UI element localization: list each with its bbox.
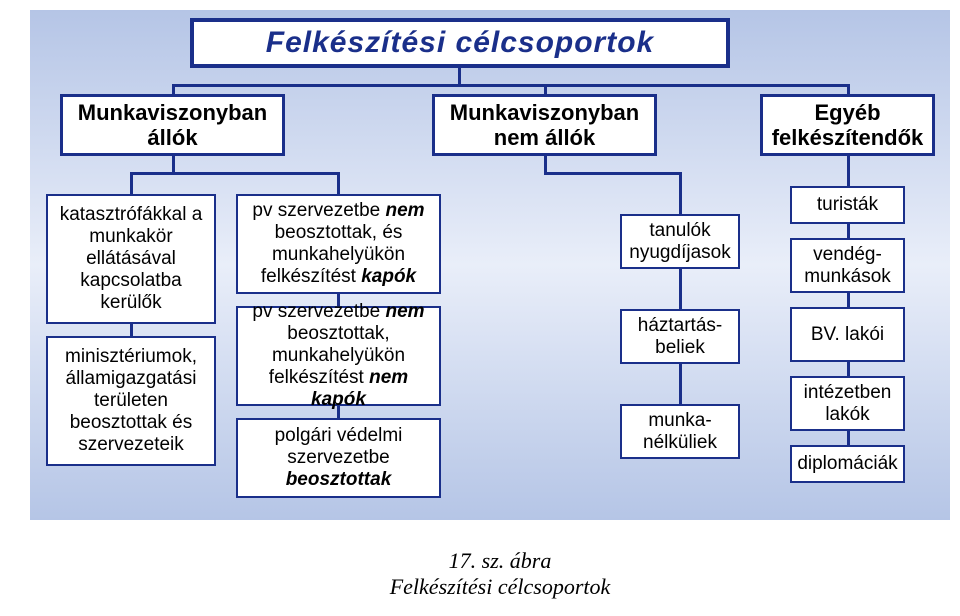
col4-a-text: turisták [817,194,878,216]
header-1-text: Munkaviszonyban állók [63,100,282,151]
caption-line2: Felkészítési célcsoportok [20,574,960,600]
col2-box-b: pv szervezetbe nem beosztottak, munkahel… [236,306,441,406]
col2-c-text: polgári védelmi szervezetbe beosztottak [242,425,435,491]
col4-box-e: diplomáciák [790,445,905,483]
h3-down [847,156,850,186]
col3-a-to-b [679,269,682,309]
title-text: Felkészítési célcsoportok [266,26,655,61]
col2-b-text: pv szervezetbe nem beosztottak, munkahel… [242,301,435,410]
h1-to-col2 [337,172,340,194]
col4-c-text: BV. lakói [811,324,884,346]
col4-b-to-c [847,293,850,307]
h2-horiz [544,172,682,175]
col4-box-c: BV. lakói [790,307,905,362]
h2-to-col3 [679,172,682,214]
header-3: Egyéb felkészítendők [760,94,935,156]
col3-box-a: tanulók nyugdíjasok [620,214,740,269]
h1-down [172,156,175,172]
col1-a-to-b [130,324,133,336]
col1-a-text: katasztrófákkal a munkakör ellátásával k… [48,204,214,313]
col4-e-text: diplomáciák [797,453,897,475]
line-title-down [458,68,461,84]
col4-b-text: vendég-munkások [792,244,903,288]
col1-box-a: katasztrófákkal a munkakör ellátásával k… [46,194,216,324]
col3-b-to-c [679,364,682,404]
header-2-text: Munkaviszonyban nem állók [435,100,654,151]
col1-b-text: minisztériumok, államigazgatási területe… [48,346,214,455]
diagram-canvas: Felkészítési célcsoportok Munkaviszonyba… [20,0,940,10]
h1-horiz [130,172,340,175]
col3-box-b: háztartás-beliek [620,309,740,364]
col3-b-text: háztartás-beliek [622,315,738,359]
col2-box-a: pv szervezetbe nem beosztottak, és munka… [236,194,441,294]
header-2: Munkaviszonyban nem állók [432,94,657,156]
col2-a-text: pv szervezetbe nem beosztottak, és munka… [242,200,435,287]
col4-box-a: turisták [790,186,905,224]
col3-box-c: munka-nélküliek [620,404,740,459]
col4-box-d: intézetben lakók [790,376,905,431]
col4-d-text: intézetben lakók [792,382,903,426]
col1-box-b: minisztériumok, államigazgatási területe… [46,336,216,466]
col4-box-b: vendég-munkások [790,238,905,293]
line-horiz-top [172,84,850,87]
col2-box-c: polgári védelmi szervezetbe beosztottak [236,418,441,498]
h1-to-col1 [130,172,133,194]
title-box: Felkészítési célcsoportok [190,18,730,68]
col4-a-to-b [847,224,850,238]
col3-a-text: tanulók nyugdíjasok [622,220,738,264]
figure-caption: 17. sz. ábra Felkészítési célcsoportok [20,548,960,600]
header-3-text: Egyéb felkészítendők [763,100,932,151]
col4-d-to-e [847,431,850,445]
header-1: Munkaviszonyban állók [60,94,285,156]
h2-down [544,156,547,172]
col3-c-text: munka-nélküliek [622,410,738,454]
caption-line1: 17. sz. ábra [20,548,960,574]
col4-c-to-d [847,362,850,376]
